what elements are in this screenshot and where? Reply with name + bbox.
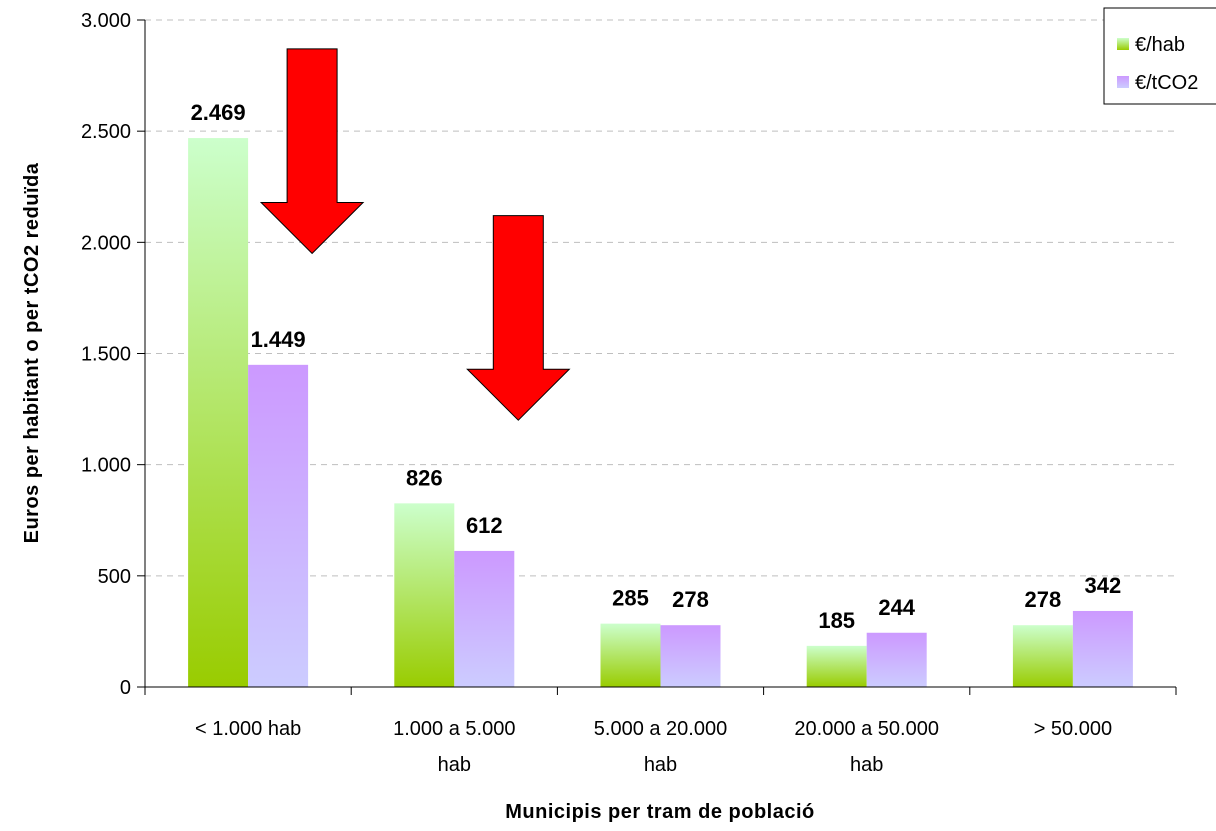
data-label: 342 <box>1085 573 1122 598</box>
data-label: 244 <box>878 595 915 620</box>
bar-hab <box>806 645 867 687</box>
bar-tco2 <box>248 364 309 687</box>
x-category-label: hab <box>850 754 883 776</box>
data-labels: 2.469 826 285 185 278 1.449 612 278 244 342 <box>191 100 1122 633</box>
bar-hab <box>1012 625 1073 687</box>
y-axis-title: Euros per habitant o per tCO2 reduïda <box>21 162 43 543</box>
data-label: 278 <box>1025 587 1062 612</box>
x-category-label: hab <box>644 754 677 776</box>
x-category-label: hab <box>438 754 471 776</box>
y-tick-label: 2.500 <box>81 121 131 143</box>
x-category-label: > 50.000 <box>1034 718 1112 740</box>
y-tick-label: 0 <box>120 677 131 699</box>
data-label: 185 <box>818 608 855 633</box>
bar-hab <box>188 138 249 687</box>
legend-label-tco2: €/tCO2 <box>1135 72 1198 94</box>
bar-hab <box>394 503 455 687</box>
gridlines <box>145 19 1176 577</box>
y-tick-label: 1.000 <box>81 455 131 477</box>
y-tick-label: 2.000 <box>81 232 131 254</box>
data-label: 278 <box>672 587 709 612</box>
axes: 0 500 1.000 1.500 2.000 2.500 3.000 < 1.000 hab… <box>81 10 1177 776</box>
legend-label-hab: €/hab <box>1135 34 1185 56</box>
y-tick-label: 3.000 <box>81 10 131 32</box>
y-tick-label: 1.500 <box>81 344 131 366</box>
data-label: 2.469 <box>191 100 246 125</box>
down-arrow <box>259 48 365 255</box>
data-label: 612 <box>466 513 503 538</box>
y-tick-label: 500 <box>98 566 131 588</box>
bar-tco2 <box>1072 610 1133 687</box>
x-category-label: 1.000 a 5.000 <box>393 718 515 740</box>
bar-tco2 <box>660 625 721 687</box>
x-category-label: < 1.000 hab <box>195 718 301 740</box>
annotation-arrows <box>259 48 571 421</box>
data-label: 285 <box>612 586 649 611</box>
x-category-label: 20.000 a 50.000 <box>794 718 939 740</box>
x-category-label: 5.000 a 20.000 <box>594 718 727 740</box>
legend: €/hab €/tCO2 <box>1103 7 1216 105</box>
x-axis-title: Municipis per tram de població <box>505 801 815 823</box>
bar-tco2 <box>866 632 927 687</box>
legend-swatch-tco2 <box>1117 76 1129 88</box>
data-label: 1.449 <box>251 327 306 352</box>
bar-tco2 <box>454 550 515 687</box>
bar-hab <box>600 623 661 687</box>
down-arrow <box>466 215 571 421</box>
bars <box>188 138 1133 687</box>
data-label: 826 <box>406 465 443 490</box>
legend-swatch-hab <box>1117 38 1129 50</box>
